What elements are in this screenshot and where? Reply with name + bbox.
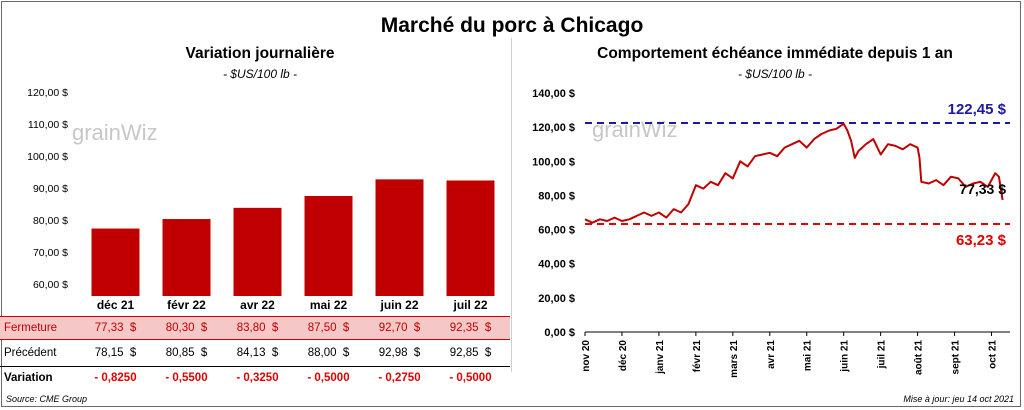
chart-divider [511,38,512,372]
bar-category-label: juil 22 [452,298,487,312]
right-chart-title: Comportement échéance immédiate depuis 1… [597,45,953,62]
table-cell: 92,98 $ [378,347,421,359]
bar-y-tick-label: 110,00 $ [28,119,68,131]
table-cell: 78,15 $ [94,347,137,359]
bar-y-tick-label: 120,00 $ [27,87,68,99]
bar-category-label: mai 22 [310,298,348,312]
left-chart-title: Variation journalière [185,45,335,62]
line-y-tick-label: 20,00 $ [538,293,575,305]
line-y-tick-label: 140,00 $ [532,88,575,100]
line-x-tick-label: déc 20 [618,340,629,372]
table-cell: - 0,2750 [378,372,421,384]
bar-y-tick-label: 70,00 $ [33,247,68,259]
bar-juin-22 [375,179,424,296]
line-y-tick-label: 100,00 $ [532,156,575,168]
bar-category-label: févr 22 [167,298,206,312]
bar-y-tick-label: 60,00 $ [33,279,68,291]
line-y-tick-label: 120,00 $ [532,122,575,134]
bar-category-label: avr 22 [240,298,275,312]
line-x-tick-label: août 21 [914,340,925,375]
table-cell: - 0,8250 [94,372,137,384]
bar-déc-21 [91,228,140,296]
table-cell: 83,80 $ [236,322,279,334]
bar-chart: grainWiz 60,00 $ 70,00 $ 80,00 $ 90,00 $ 100… [27,87,495,312]
table-row-fermeture: Fermeture 77,33 $ 80,30 $ 83,80 $ 87,50 $ 92… [0,316,510,340]
line-y-tick-label: 60,00 $ [538,225,575,237]
table-row-variation: Variation - 0,8250 - 0,5500 - 0,3250 - 0,50… [0,367,510,391]
line-x-tick-label: nov 20 [581,340,592,372]
row-label: Fermeture [4,322,58,334]
line-x-tick-label: févr 21 [692,340,703,373]
line-x-tick-label: mai 21 [803,340,814,372]
table-cell: 80,85 $ [165,347,208,359]
table-cell: - 0,5000 [449,372,492,384]
bar-category-label: juin 22 [379,298,418,312]
page-title: Marché du porc à Chicago [380,14,644,37]
line-x-tick-label: janv 21 [655,340,666,375]
bar-chart-watermark: grainWiz [72,120,158,145]
table-cell: 80,30 $ [165,322,208,334]
line-x-tick-label: juil 21 [877,340,888,370]
table-cell: 88,00 $ [307,347,350,359]
line-y-tick-label: 80,00 $ [538,190,575,202]
line-x-tick-label: juin 21 [840,340,851,373]
line-x-tick-label: sept 21 [951,340,962,375]
table-row-precedent: Précédent 78,15 $ 80,85 $ 84,13 $ 88,00 $ 92… [0,342,510,367]
table-cell: 92,85 $ [449,347,492,359]
bar-juil-22 [446,180,495,296]
reference-line-label: 63,23 $ [956,232,1007,249]
right-chart-subtitle: - $US/100 lb - [737,67,813,81]
table-cell: 92,70 $ [378,322,421,334]
bar-category-label: déc 21 [97,298,135,312]
bar-y-tick-label: 100,00 $ [27,151,68,163]
reference-line-label: 122,45 $ [948,101,1007,118]
line-x-tick-label: oct 21 [988,340,999,369]
source-note: Source: CME Group [6,394,88,404]
table-cell: 87,50 $ [307,322,350,334]
bar-févr-22 [162,219,211,296]
table-cell: 84,13 $ [236,347,279,359]
line-x-tick-label: mars 21 [729,340,740,378]
line-chart-watermark: grainWiz [592,117,678,142]
line-y-tick-label: 40,00 $ [538,259,575,271]
row-label: Précédent [4,347,57,359]
bar-y-tick-label: 80,00 $ [33,215,68,227]
table-cell: - 0,5000 [307,372,350,384]
line-x-tick-label: avr 21 [766,340,777,369]
update-note: Mise à jour: jeu 14 oct 2021 [903,394,1014,404]
bar-avr-22 [233,207,282,296]
line-y-tick-label: 0,00 $ [544,327,575,339]
bar-mai-22 [304,196,353,296]
price-series-line [584,122,1004,224]
last-value-label: 77,33 $ [959,181,1006,197]
table-cell: 77,33 $ [94,322,137,334]
row-label: Variation [4,372,53,384]
table-cell: - 0,5500 [165,372,208,384]
table-cell: - 0,3250 [236,372,279,384]
left-chart-subtitle: - $US/100 lb - [222,67,298,81]
bar-y-tick-label: 90,00 $ [33,183,68,195]
table-cell: 92,35 $ [449,322,492,334]
